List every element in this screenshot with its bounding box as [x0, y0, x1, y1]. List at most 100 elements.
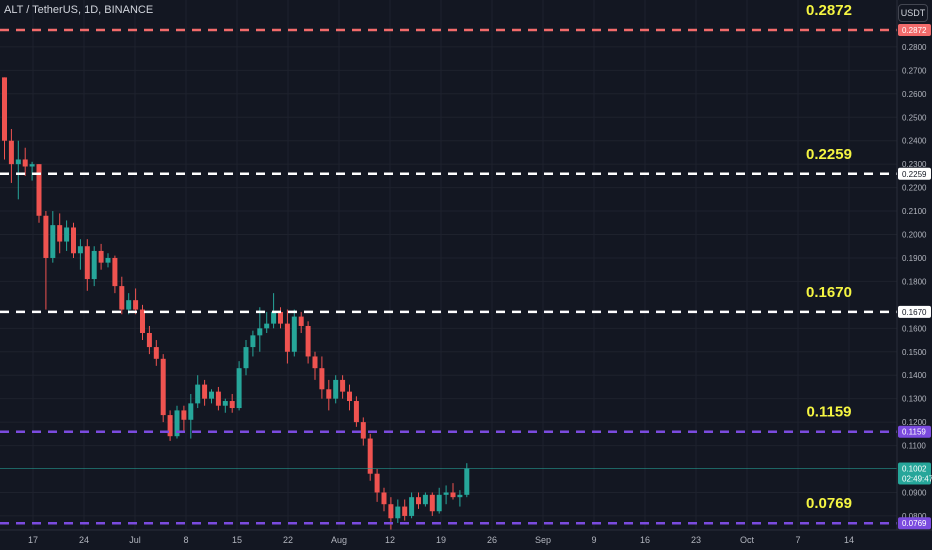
candle-body — [457, 494, 463, 498]
candle-body — [133, 300, 139, 310]
candle — [422, 492, 428, 507]
candle — [243, 340, 249, 376]
candle-body — [195, 384, 201, 404]
level-price-tag-label: 0.2872 — [902, 26, 927, 35]
x-tick-label: 9 — [591, 535, 596, 545]
x-tick-label: 19 — [436, 535, 446, 545]
candle-body — [326, 389, 332, 399]
candle — [360, 417, 366, 446]
candle — [429, 492, 435, 516]
candle — [326, 379, 332, 411]
candle-body — [319, 368, 325, 390]
candle — [22, 147, 28, 176]
candle — [105, 253, 111, 268]
y-tick-label: 0.1200 — [902, 418, 927, 427]
candle-body — [29, 164, 35, 167]
candle — [188, 393, 194, 439]
candle — [367, 433, 373, 481]
candle — [119, 276, 125, 315]
level-price-tag — [898, 517, 931, 530]
x-tick-label: 17 — [28, 535, 38, 545]
candle — [133, 288, 139, 315]
x-tick-label: Aug — [331, 535, 347, 545]
y-tick-label: 0.1400 — [902, 371, 927, 380]
time-axis[interactable]: 17 24 Jul 8 15 22 Aug 12 19 26 Sep 9 16 23 Oct 7 14 — [0, 529, 932, 545]
candle-body — [229, 401, 235, 409]
y-tick-label: 0.2000 — [902, 231, 927, 240]
level-price-tag-label: 0.2259 — [902, 170, 927, 179]
candle-body — [250, 335, 256, 348]
candle — [257, 307, 263, 352]
candle — [222, 398, 228, 413]
candle — [250, 330, 256, 357]
candle — [284, 309, 290, 364]
candle — [57, 213, 63, 254]
candle — [333, 375, 339, 404]
candle-body — [2, 77, 7, 141]
candle-body — [450, 492, 456, 498]
candle — [278, 307, 283, 329]
candle — [146, 325, 152, 355]
candle-body — [36, 164, 42, 216]
candle — [15, 140, 21, 200]
candle — [29, 161, 35, 181]
candle — [2, 77, 7, 160]
candle — [388, 497, 394, 530]
candle — [395, 499, 401, 523]
last-price-tag — [898, 462, 931, 485]
y-tick-label: 0.2700 — [902, 66, 927, 75]
candle-body — [209, 391, 214, 399]
grid-lines — [0, 0, 897, 530]
candle — [98, 243, 104, 270]
candle-body — [388, 504, 394, 519]
candle-body — [71, 227, 76, 254]
x-tick-label: 14 — [844, 535, 854, 545]
x-tick-label: 8 — [183, 535, 188, 545]
candle — [340, 375, 346, 399]
candle-body — [119, 286, 125, 310]
y-tick-label: 0.1500 — [902, 348, 927, 357]
level-price-tag — [898, 305, 931, 318]
candle-body — [305, 325, 311, 357]
y-tick-label: 0.0900 — [902, 488, 927, 497]
candle — [153, 340, 159, 366]
candle — [140, 304, 145, 341]
candle-body — [167, 415, 173, 437]
candle — [77, 239, 83, 270]
x-tick-label: 16 — [640, 535, 650, 545]
currency-badge[interactable]: USDT — [898, 4, 928, 22]
level-price-tag-label: 0.1159 — [902, 428, 926, 437]
y-tick-label: 0.1300 — [902, 395, 927, 404]
candle-body — [215, 391, 221, 406]
candle-body — [91, 250, 97, 280]
candle — [402, 499, 408, 521]
candle-body — [402, 506, 408, 516]
candle-body — [367, 438, 373, 474]
horizontal-levels[interactable]: 0.2872 0.2259 0.1670 0.1159 0.0769 — [0, 2, 897, 525]
price-axis[interactable]: 0.28000.27000.26000.25000.24000.23000.22… — [896, 0, 932, 550]
y-tick-label: 0.1600 — [902, 324, 927, 333]
candle — [209, 389, 214, 404]
candle — [160, 354, 166, 423]
candle — [264, 311, 270, 334]
level-price-tag-label: 0.1670 — [902, 308, 927, 317]
candle — [112, 255, 118, 294]
candle-body — [422, 494, 428, 505]
candle-body — [409, 497, 415, 516]
candle-body — [312, 356, 318, 369]
candle — [64, 220, 70, 251]
y-tick-label: 0.2100 — [902, 207, 927, 216]
candle-body — [174, 410, 180, 437]
level-annotation: 0.2872 — [806, 2, 852, 19]
candle — [319, 356, 325, 399]
candle — [202, 379, 208, 406]
x-tick-label: 24 — [79, 535, 89, 545]
candle-body — [84, 246, 90, 280]
candle-body — [353, 401, 359, 423]
candle — [291, 309, 297, 357]
candle-body — [146, 333, 152, 348]
countdown-label: 02:49:47 — [902, 475, 932, 484]
y-tick-label: 0.1100 — [902, 442, 926, 451]
level-price-tag-label: 0.0769 — [902, 519, 927, 528]
